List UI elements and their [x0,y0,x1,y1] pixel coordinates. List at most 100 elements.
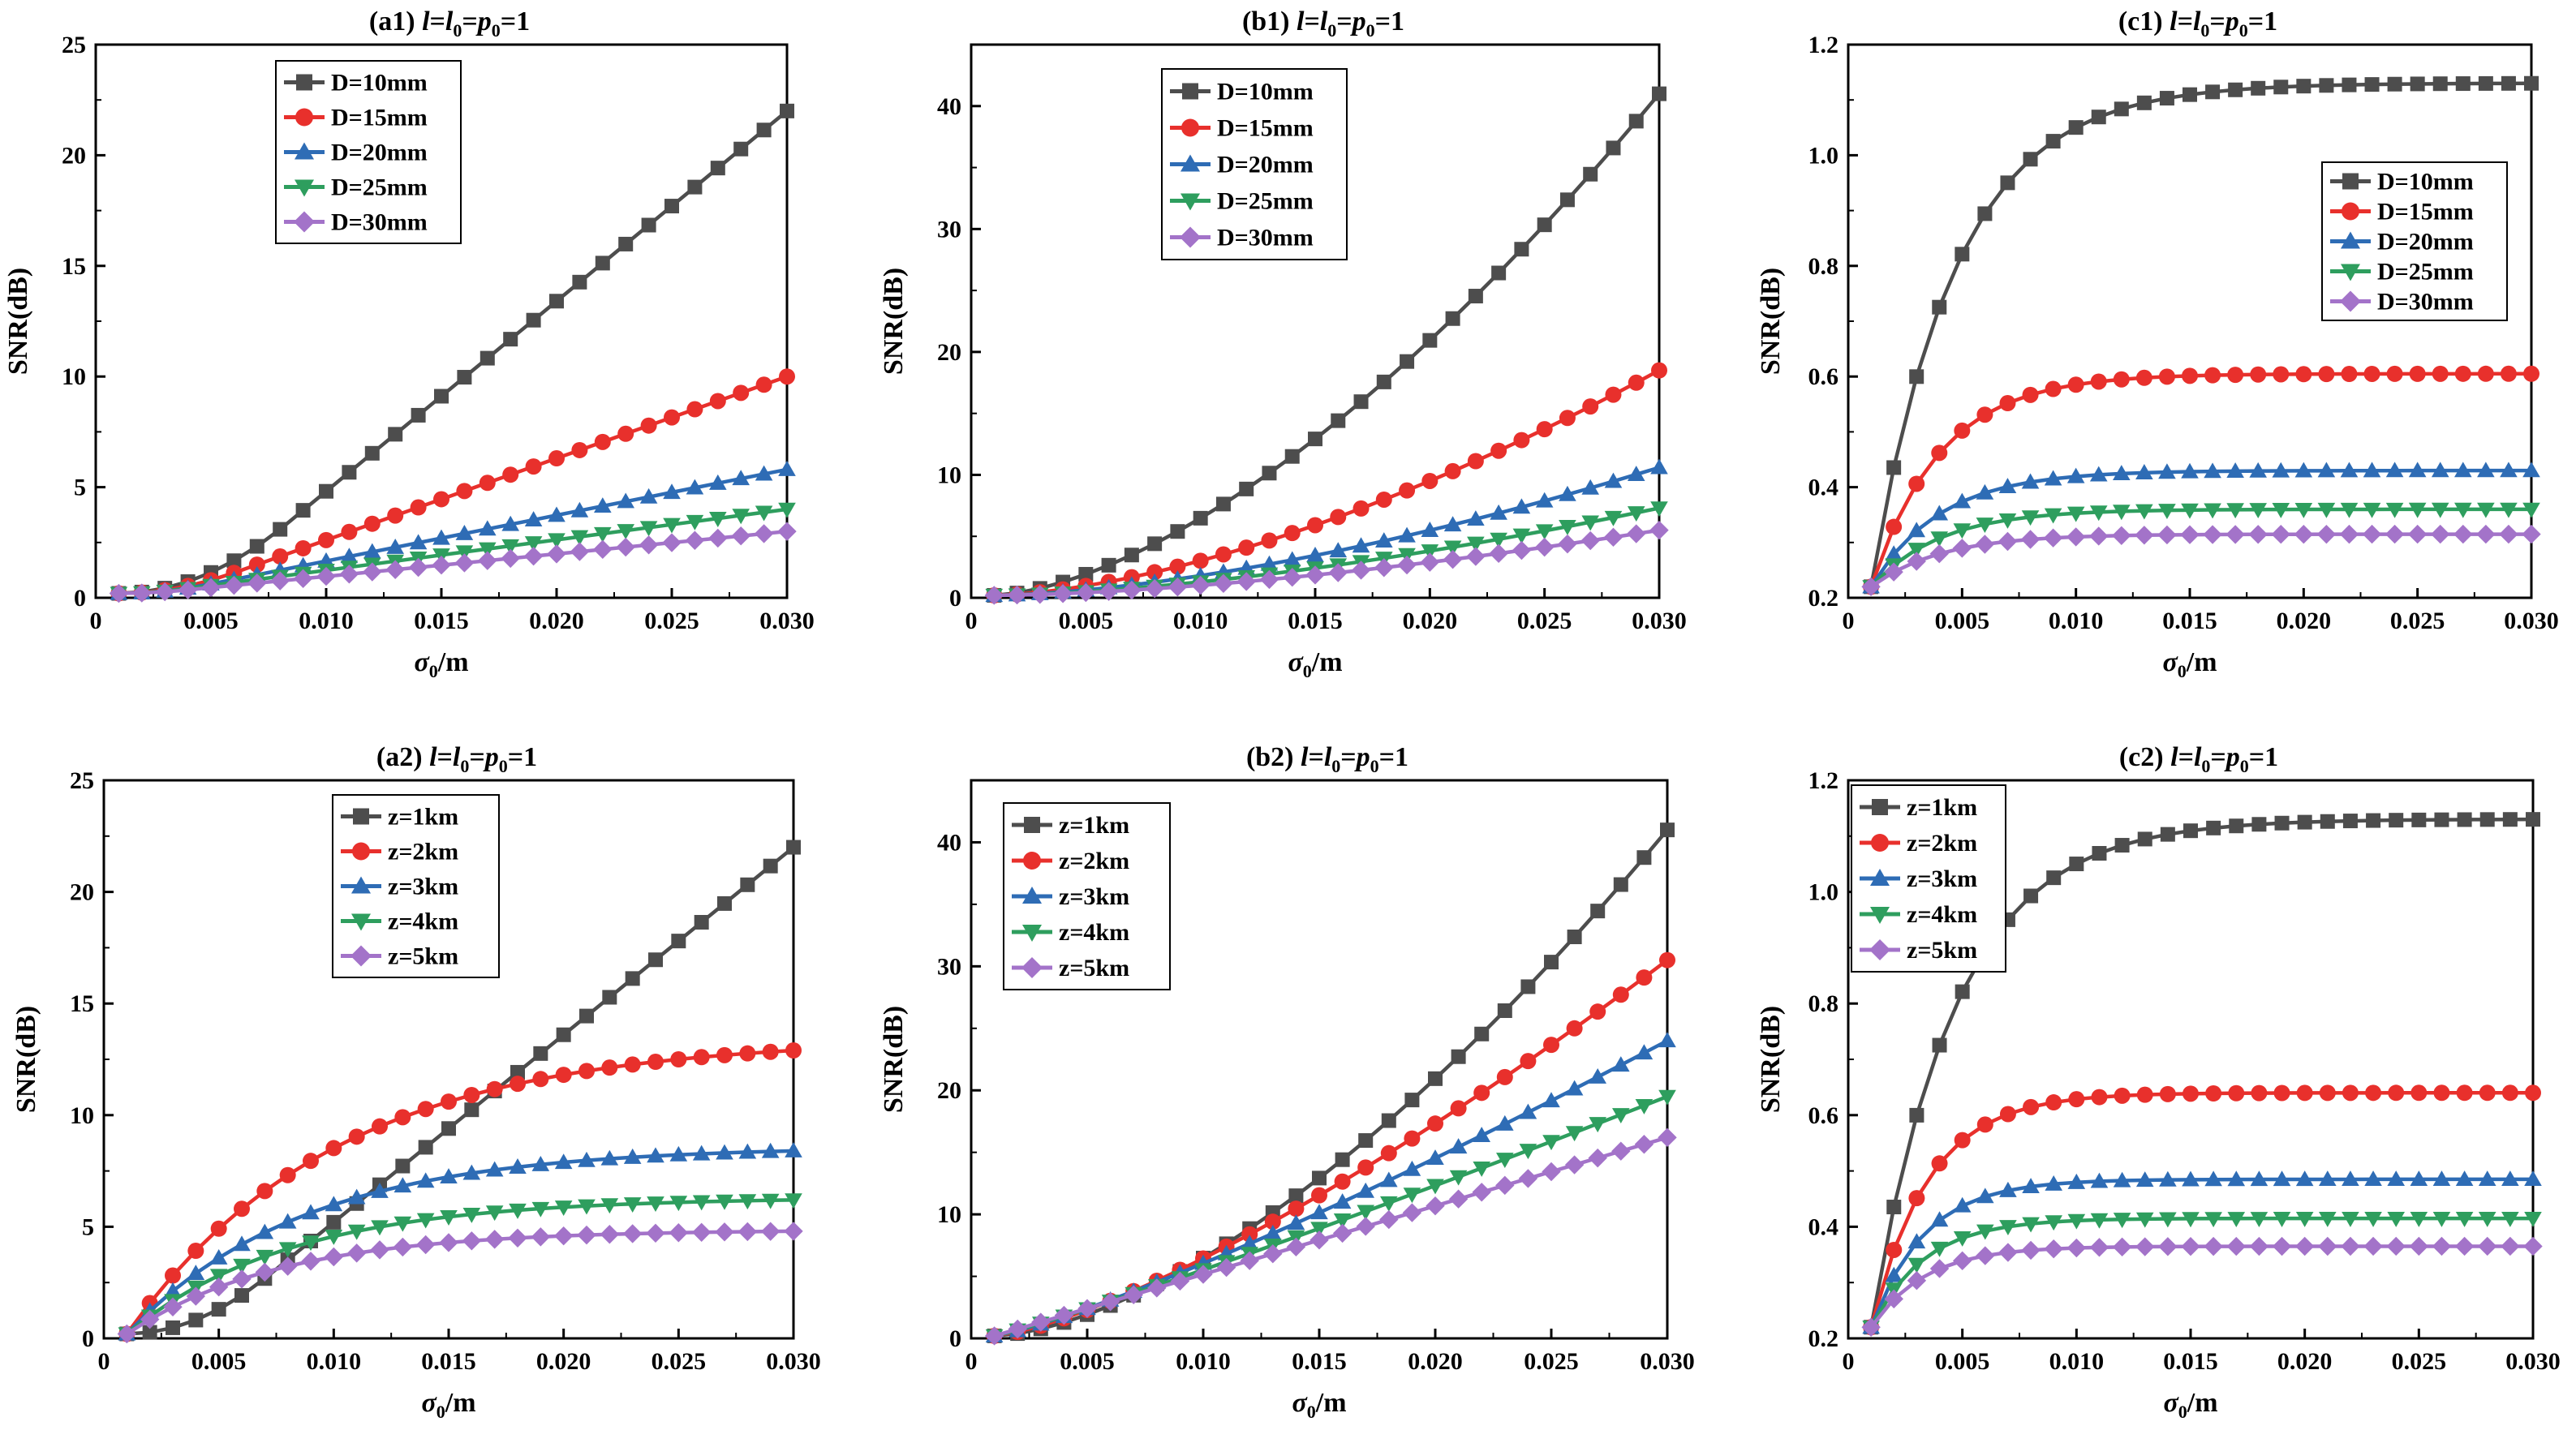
data-point [1420,552,1440,572]
data-point [1520,1053,1537,1070]
title-sub1: 0 [2200,20,2209,41]
data-point [1612,1108,1630,1123]
data-point [2431,524,2450,544]
data-point [784,1222,803,1241]
data-point [2204,462,2221,479]
y-tick-label: 15 [70,990,94,1017]
data-point [211,1302,226,1317]
data-point [1240,1251,1259,1270]
data-point [2090,1172,2109,1188]
title-l: l [2170,6,2178,37]
data-point [2385,524,2405,544]
data-point [1357,1182,1374,1198]
data-point [370,1240,389,1260]
x-axis-sigma: σ [2162,647,2178,677]
data-point [1976,1246,1995,1265]
data-point [754,524,774,543]
data-point [1443,516,1462,532]
legend-label: z=3km [1059,883,1129,910]
legend-label: z=1km [1907,794,1977,821]
data-point [1930,1211,1949,1227]
x-tick-label: 0.015 [414,608,469,634]
data-point [2272,462,2290,478]
data-point [1929,1259,1950,1278]
data-point [201,578,221,598]
data-point [531,1227,551,1247]
data-point [2410,76,2425,92]
data-point [2113,1213,2131,1229]
data-point [418,1140,433,1155]
data-point [1284,449,1300,464]
legend-label: z=3km [1907,865,1977,892]
legend: z=1km z=2km z=3km z=4km z=5km [1851,784,2006,973]
data-point [2226,462,2244,478]
data-point [1999,1106,2016,1123]
y-tick-label: 0.4 [1808,1213,1839,1240]
y-tick-label: 0.2 [1808,585,1839,612]
x-axis-sub: 0 [2178,1402,2187,1422]
data-point [2364,1211,2382,1227]
data-point [756,122,772,138]
series-line [1869,532,2532,589]
data-point [2342,1211,2359,1227]
legend-swatch-marker [1870,869,1890,886]
data-point [777,522,797,541]
x-tick-label: 0 [965,1348,978,1375]
data-point [1421,544,1439,560]
data-point [234,1200,250,1218]
data-point [554,1153,573,1170]
data-point [1286,1237,1306,1256]
title-sub1: 0 [1331,756,1340,776]
data-point [2409,1236,2429,1256]
data-point [761,1142,780,1158]
data-point [2409,365,2426,382]
data-point [2320,814,2335,829]
data-point [1101,557,1116,573]
data-point [523,546,544,566]
data-point [623,1197,642,1213]
data-point [693,1049,710,1066]
legend-swatch-marker [1180,226,1201,248]
data-point [187,1243,204,1260]
data-point [2203,525,2222,544]
data-point [2227,367,2244,384]
legend-swatch-marker [2342,173,2359,190]
legend-label: z=5km [1059,955,1129,981]
data-point [339,565,359,584]
x-tick-label: 0.025 [652,1348,707,1375]
x-tick-label: 0.005 [191,1348,247,1375]
data-point [617,425,634,442]
data-point [739,1045,756,1062]
data-point [1658,1089,1676,1106]
data-point [2251,1084,2268,1102]
y-tick-label: 20 [937,339,961,366]
data-point [2340,502,2359,518]
data-point [416,1213,435,1229]
y-tick-label: 20 [62,142,86,169]
data-point [1886,518,1903,535]
data-point [1168,578,1188,597]
data-point [1513,432,1530,449]
y-tick-label: 0 [949,585,961,612]
legend: z=1km z=2km z=3km z=4km z=5km [1003,802,1171,990]
data-point [594,433,611,450]
data-point [293,569,313,589]
data-point [387,507,404,524]
data-point [155,582,174,602]
data-point [663,483,681,500]
data-point [1375,491,1392,508]
data-point [1565,1126,1584,1142]
x-tick-label: 0.010 [2049,608,2104,634]
series-line [1869,1091,2534,1328]
x-tick-label: 0 [1843,608,1855,634]
data-point [1583,166,1598,182]
data-point [2434,812,2449,827]
data-point [319,483,333,499]
data-point [2183,823,2198,839]
data-point [2204,367,2221,384]
data-point [1953,1196,1972,1213]
data-point [2273,79,2289,95]
y-axis-label: SNR(dB) [879,1006,909,1113]
data-point [2251,817,2267,832]
data-point [1627,524,1646,543]
